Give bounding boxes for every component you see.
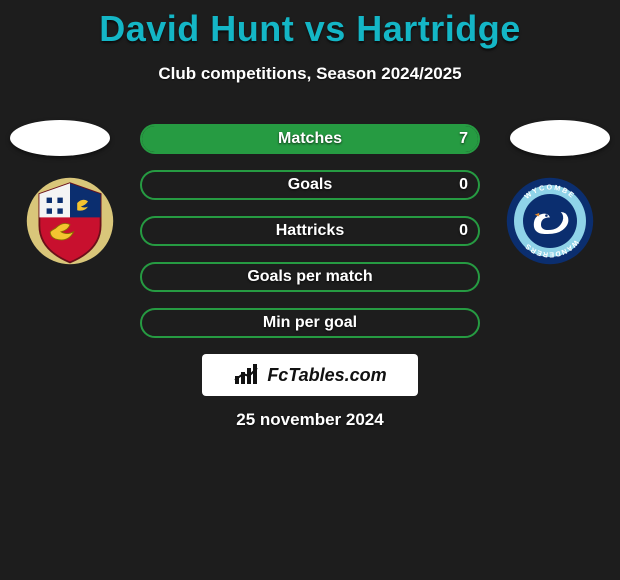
stat-label: Goals per match <box>247 268 372 286</box>
wycombe-crest: WYCOMBE WANDERERS <box>505 176 595 266</box>
page-title: David Hunt vs Hartridge <box>0 0 620 50</box>
stat-right-value: 7 <box>459 130 468 148</box>
stat-row-mpg: Min per goal <box>140 308 480 338</box>
stat-right-value: 0 <box>459 222 468 240</box>
date-line: 25 november 2024 <box>0 410 620 430</box>
page-subtitle: Club competitions, Season 2024/2025 <box>0 64 620 84</box>
crest-plate-right <box>510 120 610 156</box>
crest-plate-left <box>10 120 110 156</box>
shield-icon <box>25 176 115 266</box>
stat-label: Matches <box>278 130 342 148</box>
stat-label: Goals <box>288 176 332 194</box>
wealdstone-crest <box>25 176 115 266</box>
stat-right-value: 0 <box>459 176 468 194</box>
brand-box: FcTables.com <box>202 354 418 396</box>
stat-label: Min per goal <box>263 314 357 332</box>
swan-crest-icon: WYCOMBE WANDERERS <box>505 176 595 266</box>
stat-row-hattricks: Hattricks 0 <box>140 216 480 246</box>
stats-container: Matches 7 Goals 0 Hattricks 0 Goals per … <box>140 124 480 354</box>
brand-text: FcTables.com <box>267 365 386 386</box>
stat-row-goals: Goals 0 <box>140 170 480 200</box>
stat-label: Hattricks <box>276 222 344 240</box>
stat-row-matches: Matches 7 <box>140 124 480 154</box>
stat-row-gpm: Goals per match <box>140 262 480 292</box>
chart-icon <box>233 364 261 386</box>
